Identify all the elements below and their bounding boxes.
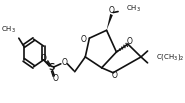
Text: O: O <box>53 74 59 83</box>
Text: O: O <box>127 37 132 46</box>
Text: O: O <box>81 35 87 44</box>
Text: O: O <box>61 58 67 67</box>
Text: S: S <box>48 63 55 72</box>
Text: CH$_3$: CH$_3$ <box>1 25 16 35</box>
Text: O: O <box>41 54 46 63</box>
Text: O: O <box>109 6 115 15</box>
Text: C(CH$_3$)$_2$: C(CH$_3$)$_2$ <box>156 52 184 62</box>
Polygon shape <box>107 14 113 30</box>
Text: O: O <box>112 71 118 80</box>
Text: CH$_3$: CH$_3$ <box>126 4 141 14</box>
